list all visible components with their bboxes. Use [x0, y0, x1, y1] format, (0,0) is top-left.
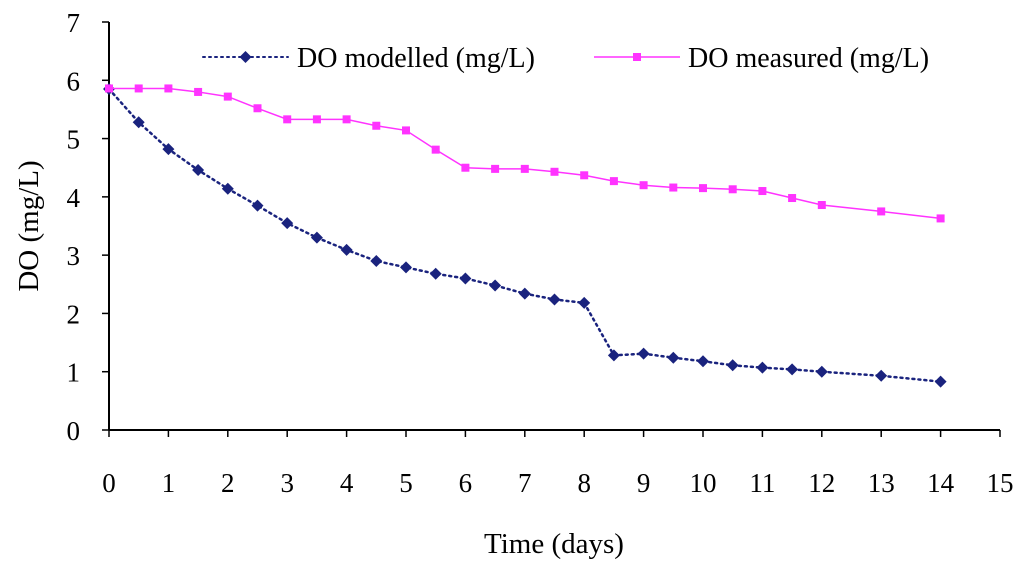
x-tick-label: 11: [749, 468, 775, 498]
y-tick-label: 2: [67, 299, 81, 329]
y-tick-label: 0: [67, 416, 81, 446]
data-point: [786, 363, 799, 376]
data-point: [877, 207, 886, 216]
legend-marker-shape: [239, 51, 252, 63]
data-point: [192, 164, 205, 177]
data-point: [756, 361, 769, 374]
data-point: [667, 351, 680, 364]
data-point: [162, 143, 175, 156]
data-point: [340, 243, 353, 256]
legend-marker-measured: [633, 53, 641, 61]
data-point: [728, 185, 737, 194]
x-tick-label: 13: [868, 468, 895, 498]
series-modelled: [103, 83, 947, 388]
data-point: [936, 214, 945, 223]
x-tick-label: 3: [280, 468, 294, 498]
data-point: [491, 164, 500, 173]
x-tick-label: 0: [102, 468, 116, 498]
series-line: [109, 87, 941, 220]
y-tick-label: 1: [67, 358, 81, 388]
data-point: [312, 115, 321, 124]
x-tick-label: 5: [399, 468, 413, 498]
x-tick-label: 6: [459, 468, 473, 498]
data-point: [548, 293, 561, 306]
data-point: [310, 231, 323, 244]
series-layer: [103, 83, 947, 388]
x-tick-label: 4: [340, 468, 354, 498]
y-tick-label: 7: [67, 8, 81, 38]
data-point: [164, 84, 173, 93]
data-point: [194, 87, 203, 96]
data-point: [817, 201, 826, 210]
data-point: [402, 126, 410, 135]
data-point: [221, 182, 234, 195]
data-point: [758, 187, 767, 196]
x-tick-label: 2: [221, 468, 235, 498]
data-point: [934, 375, 947, 388]
data-point: [429, 267, 442, 280]
data-point: [518, 287, 531, 300]
x-axis-title: Time (days): [484, 528, 624, 560]
data-point: [637, 347, 650, 360]
data-point: [105, 84, 113, 93]
data-point: [875, 369, 888, 382]
y-tick-label: 5: [67, 125, 81, 155]
legend-label-measured: DO measured (mg/L): [688, 43, 929, 74]
data-point: [283, 115, 292, 124]
y-ticks: 0 1 2 3 4 5 6 7: [67, 8, 109, 446]
data-point: [726, 359, 739, 372]
data-point: [489, 279, 502, 292]
data-point: [132, 116, 145, 129]
data-point: [520, 164, 529, 173]
data-point: [639, 181, 648, 190]
x-tick-label: 7: [518, 468, 532, 498]
data-point: [459, 272, 472, 285]
x-ticks: 0 1 2 3 4 5 6 7 8 9 10 11 12 13 14 15: [102, 430, 1014, 498]
x-tick-label: 9: [637, 468, 651, 498]
y-axis-title: DO (mg/L): [13, 160, 45, 291]
data-point: [609, 177, 618, 186]
data-point: [815, 365, 828, 378]
series-measured: [105, 84, 945, 223]
x-tick-label: 8: [577, 468, 591, 498]
x-tick-label: 10: [690, 468, 717, 498]
y-tick-label: 6: [67, 66, 81, 96]
legend-marker-modelled: [239, 51, 252, 63]
data-point: [372, 121, 381, 130]
data-point: [370, 254, 383, 267]
y-tick-label: 4: [67, 183, 81, 213]
data-point: [342, 115, 351, 124]
x-tick-label: 1: [162, 468, 176, 498]
data-point: [550, 167, 559, 176]
data-point: [580, 171, 589, 180]
x-tick-label: 14: [927, 468, 955, 498]
legend-label-modelled: DO modelled (mg/L): [297, 43, 535, 74]
data-point: [699, 184, 707, 193]
legend: DO modelled (mg/L) DO measured (mg/L): [202, 43, 929, 74]
data-point: [281, 217, 294, 230]
data-point: [253, 104, 262, 113]
x-tick-label: 12: [808, 468, 835, 498]
data-point: [251, 199, 264, 212]
data-point: [223, 92, 232, 101]
series-line: [107, 87, 942, 383]
y-tick-label: 3: [67, 241, 81, 271]
axes: [108, 22, 1000, 431]
data-point: [607, 349, 620, 362]
legend-marker-shape: [633, 53, 641, 61]
x-tick-label: 15: [987, 468, 1014, 498]
data-point: [134, 84, 143, 93]
data-point: [461, 163, 470, 172]
data-point: [431, 145, 440, 154]
data-point: [578, 296, 591, 309]
data-point: [788, 194, 797, 203]
data-point: [400, 261, 412, 274]
data-point: [697, 355, 709, 368]
data-point: [669, 183, 678, 192]
